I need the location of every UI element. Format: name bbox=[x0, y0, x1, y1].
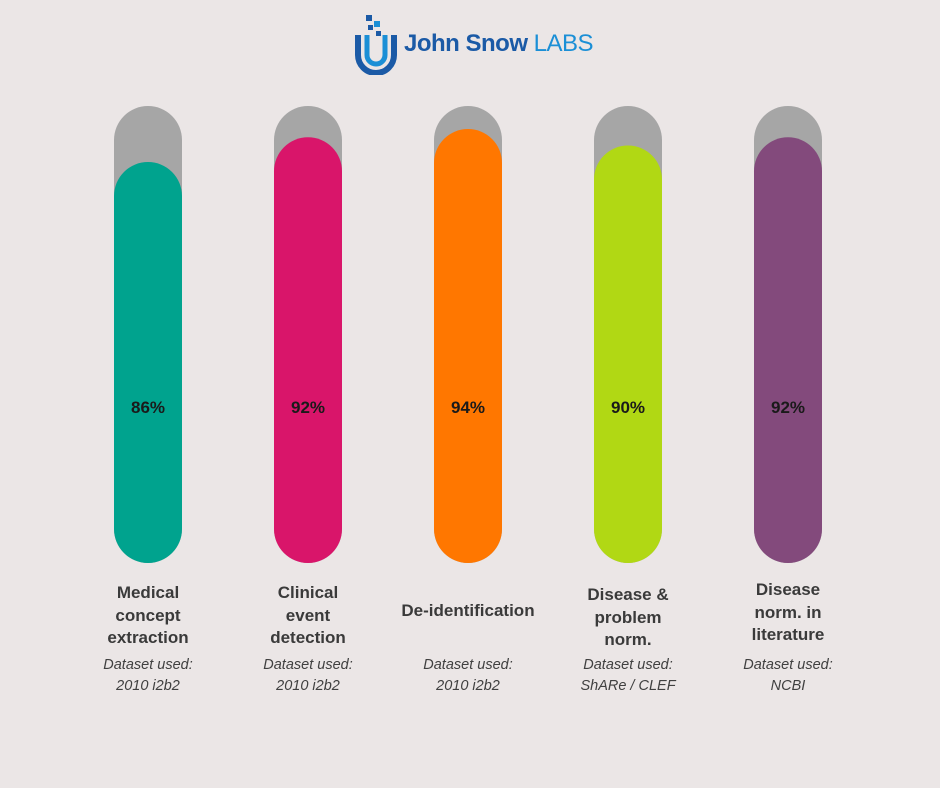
category-label-line: detection bbox=[270, 628, 346, 647]
dataset-caption: Dataset used: 2010 i2b2 bbox=[388, 655, 548, 697]
bar-value-label: 94% bbox=[451, 398, 485, 417]
dataset-caption: Dataset used: 2010 i2b2 bbox=[68, 655, 228, 697]
dataset-name: 2010 i2b2 bbox=[436, 678, 500, 694]
bar-fill bbox=[114, 162, 182, 563]
category-label: Medical concept extraction bbox=[68, 582, 228, 650]
dataset-caption-title: Dataset used: bbox=[103, 657, 193, 673]
brand-name: John Snow LABS bbox=[404, 30, 594, 58]
bar-fill bbox=[274, 137, 342, 563]
bar-fill bbox=[434, 129, 502, 563]
dataset-name: 2010 i2b2 bbox=[116, 678, 180, 694]
category-label-line: Disease bbox=[755, 580, 821, 599]
category-label-line: norm. bbox=[604, 630, 652, 649]
category-label-line: norm. in bbox=[754, 602, 822, 622]
bar-value-label: 92% bbox=[771, 398, 805, 417]
dataset-caption-title: Dataset used: bbox=[583, 657, 673, 673]
bar-fill bbox=[754, 137, 822, 563]
dataset-name: NCBI bbox=[770, 678, 806, 694]
category-label-line: literature bbox=[751, 625, 825, 644]
category-label-line: problem bbox=[594, 607, 662, 627]
category-label-line: De-identification bbox=[401, 601, 535, 620]
brand-name-part2: LABS bbox=[533, 30, 594, 57]
bar-value-label: 92% bbox=[291, 398, 325, 417]
dataset-caption-title: Dataset used: bbox=[423, 657, 513, 673]
bar-fill bbox=[594, 145, 662, 563]
category-label-line: Clinical bbox=[277, 583, 339, 602]
category-label: De-identification bbox=[388, 600, 548, 623]
logo-flask-icon bbox=[355, 15, 397, 75]
brand-name-part1: John Snow bbox=[404, 30, 534, 57]
dataset-caption-title: Dataset used: bbox=[263, 657, 353, 673]
category-label: Disease & problem norm. bbox=[548, 584, 708, 652]
dataset-caption: Dataset used: NCBI bbox=[708, 655, 868, 697]
category-label-line: extraction bbox=[107, 628, 189, 647]
brand-logo: John Snow LABS bbox=[354, 12, 594, 76]
category-label: Disease norm. in literature bbox=[708, 579, 868, 647]
category-label-line: Medical bbox=[116, 583, 180, 602]
bar-value-label: 86% bbox=[131, 398, 165, 417]
category-label-line: concept bbox=[115, 605, 181, 625]
dataset-name: ShARe / CLEF bbox=[580, 678, 676, 694]
bar-value-label: 90% bbox=[611, 398, 645, 417]
dataset-caption: Dataset used: 2010 i2b2 bbox=[228, 655, 388, 697]
dataset-name: 2010 i2b2 bbox=[276, 678, 340, 694]
dataset-caption-title: Dataset used: bbox=[743, 657, 833, 673]
category-label-line: Disease & bbox=[587, 585, 669, 604]
dataset-caption: Dataset used: ShARe / CLEF bbox=[548, 655, 708, 697]
category-label-line: event bbox=[285, 605, 331, 625]
category-label: Clinical event detection bbox=[228, 582, 388, 650]
